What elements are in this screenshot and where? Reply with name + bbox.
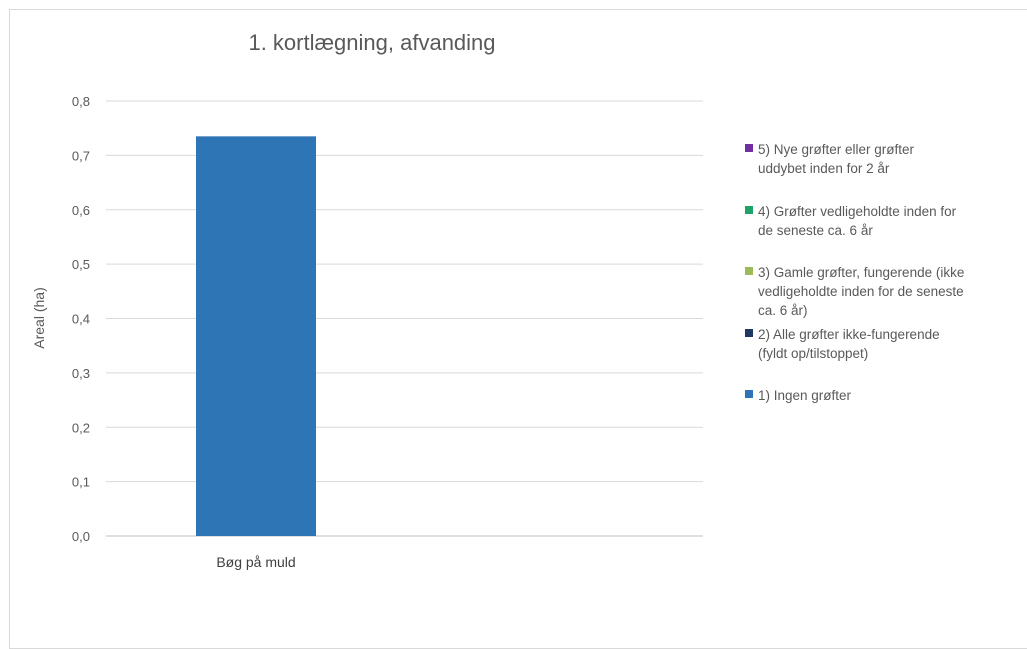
y-tick-label: 0,6	[72, 203, 90, 218]
legend-label: 4) Grøfter vedligeholdte inden for de se…	[758, 204, 957, 238]
y-tick-label: 0,8	[72, 94, 90, 109]
y-tick-label: 0,2	[72, 420, 90, 435]
legend-swatch	[745, 144, 753, 152]
y-tick-label: 0,5	[72, 257, 90, 272]
x-tick-label: Bøg på muld	[216, 554, 295, 570]
legend-swatch	[745, 267, 753, 275]
x-tick-labels: Bøg på muld	[216, 554, 295, 570]
y-axis-label: Areal (ha)	[31, 287, 47, 348]
gridlines	[106, 100, 703, 537]
y-tick-label: 0,7	[72, 148, 90, 163]
y-tick-label: 0,4	[72, 312, 90, 327]
legend-swatch	[745, 329, 753, 337]
legend-label: 5) Nye grøfter eller grøfter uddybet ind…	[758, 142, 915, 176]
legend-swatch	[745, 206, 753, 214]
y-tick-labels: 0,0 0,1 0,2 0,3 0,4 0,5 0,6 0,7 0,8	[72, 94, 90, 544]
legend-label: 1) Ingen grøfter	[758, 388, 852, 403]
legend-label: 2) Alle grøfter ikke-fungerende (fyldt o…	[758, 327, 940, 361]
y-tick-label: 0,3	[72, 366, 90, 381]
legend-label: 3) Gamle grøfter, fungerende (ikke vedli…	[758, 265, 965, 318]
y-tick-label: 0,0	[72, 529, 90, 544]
chart-title: 1. kortlægning, afvanding	[248, 30, 495, 55]
y-tick-label: 0,1	[72, 475, 90, 490]
bars	[196, 136, 316, 536]
bar	[196, 136, 316, 536]
legend-swatch	[745, 390, 753, 398]
